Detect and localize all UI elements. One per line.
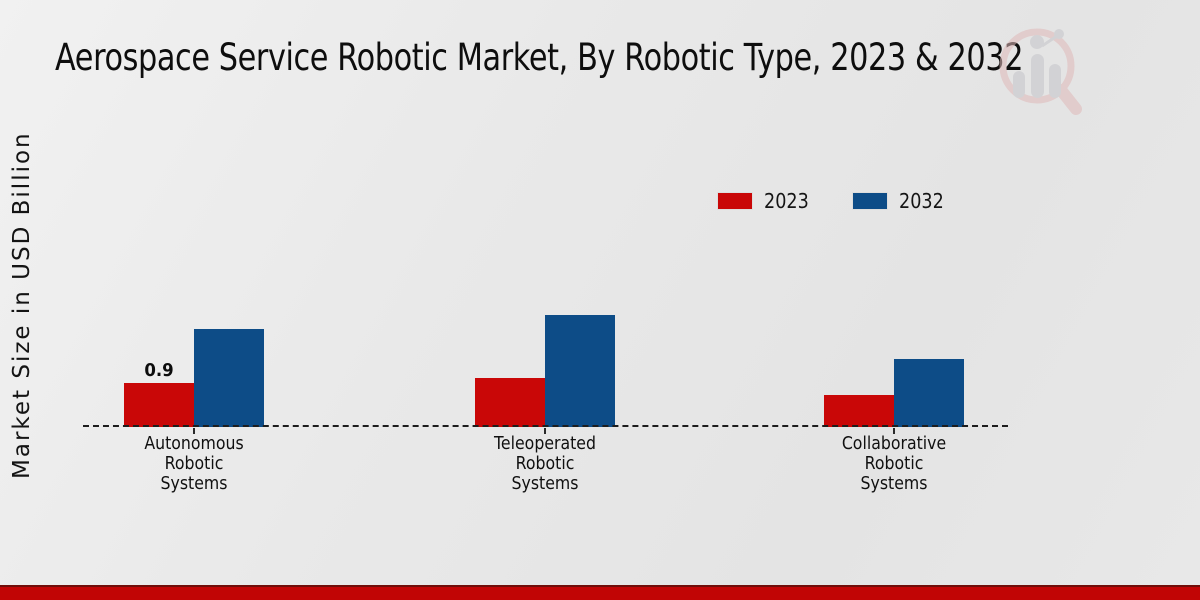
- magnifier-bar-chart-logo-icon: [999, 28, 1082, 115]
- bar-2032-group-1: [545, 315, 615, 427]
- bar-2032-group-0: [194, 329, 264, 427]
- bar-2023-group-2: [824, 395, 894, 427]
- legend-swatch-2023: [718, 193, 752, 209]
- bar-2023-group-1: [475, 378, 545, 427]
- x-axis-baseline: [83, 425, 1008, 427]
- category-label: Teleoperated Robotic Systems: [493, 434, 597, 494]
- x-axis-tick: [893, 428, 895, 434]
- footer-red-strip: [0, 585, 1200, 600]
- bar-2023-group-0: [124, 383, 194, 427]
- legend-swatch-2032: [852, 193, 887, 209]
- category-label: Autonomous Robotic Systems: [144, 434, 244, 494]
- legend-label: 2023: [764, 189, 809, 213]
- y-axis-label: Market Size in USD Billion: [9, 131, 35, 479]
- bar-value-label: 0.9: [144, 360, 174, 381]
- chart-legend: 2023 2032: [718, 189, 950, 213]
- legend-item-2023: 2023: [718, 189, 815, 213]
- chart-title: Aerospace Service Robotic Market, By Rob…: [55, 36, 1024, 79]
- x-axis-tick: [544, 428, 546, 434]
- category-label: Collaborative Robotic Systems: [841, 434, 947, 494]
- legend-label: 2032: [898, 189, 944, 213]
- bar-2032-group-2: [894, 359, 964, 427]
- x-axis-tick: [193, 428, 195, 434]
- legend-item-2032: 2032: [852, 189, 950, 213]
